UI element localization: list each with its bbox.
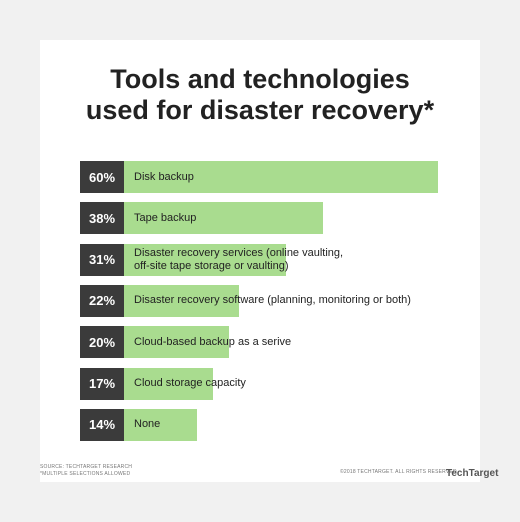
source: SOURCE: TECHTARGET RESEARCH [40,464,133,470]
category-label: Disaster recovery software (planning, mo… [134,294,411,307]
value-label: 22% [80,284,124,317]
value-label: 17% [80,367,124,400]
value-label: 20% [80,326,124,359]
bar [124,326,229,359]
bar [124,161,438,193]
note: *MULTIPLE SELECTIONS ALLOWED [40,471,131,477]
logo: TechTarget [446,468,499,479]
bar [124,284,240,317]
bar [124,367,213,400]
copyright: ©2018 TECHTARGET. ALL RIGHTS RESERVED [340,469,457,475]
value-label: 14% [80,408,124,441]
category-label: Cloud storage capacity [134,377,246,389]
bar [124,202,323,235]
bar [124,243,287,276]
value-label: 60% [80,161,124,193]
value-label: 31% [80,243,124,276]
category-label: None [134,418,161,431]
category-label: Disaster recovery services (online vault… [134,246,344,272]
category-label: Disk backup [134,170,194,183]
bar [124,408,198,441]
category-label: Cloud-based backup as a serive [134,335,292,348]
value-label: 38% [80,202,124,235]
category-label: Tape backup [134,211,197,224]
chart-title: Tools and technologies used for disaster… [85,64,435,125]
